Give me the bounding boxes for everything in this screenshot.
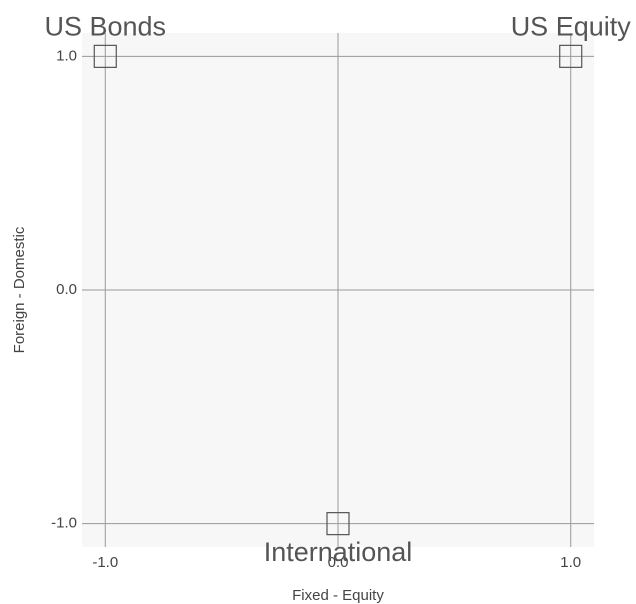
point-label: US Equity xyxy=(511,11,632,41)
point-label: International xyxy=(264,537,413,567)
y-tick-label: 0.0 xyxy=(56,281,77,298)
x-tick-label: 1.0 xyxy=(560,554,581,571)
y-tick-label: 1.0 xyxy=(56,47,77,64)
point-label: US Bonds xyxy=(44,11,166,41)
x-tick-label: 0.0 xyxy=(328,554,349,571)
point xyxy=(93,44,117,68)
y-tick-label: -1.0 xyxy=(51,515,77,532)
y-axis-title: Foreign - Domestic xyxy=(11,226,28,353)
point xyxy=(326,512,350,536)
x-tick-label: -1.0 xyxy=(92,554,118,571)
x-axis-title: Fixed - Equity xyxy=(292,587,384,604)
point xyxy=(559,44,583,68)
